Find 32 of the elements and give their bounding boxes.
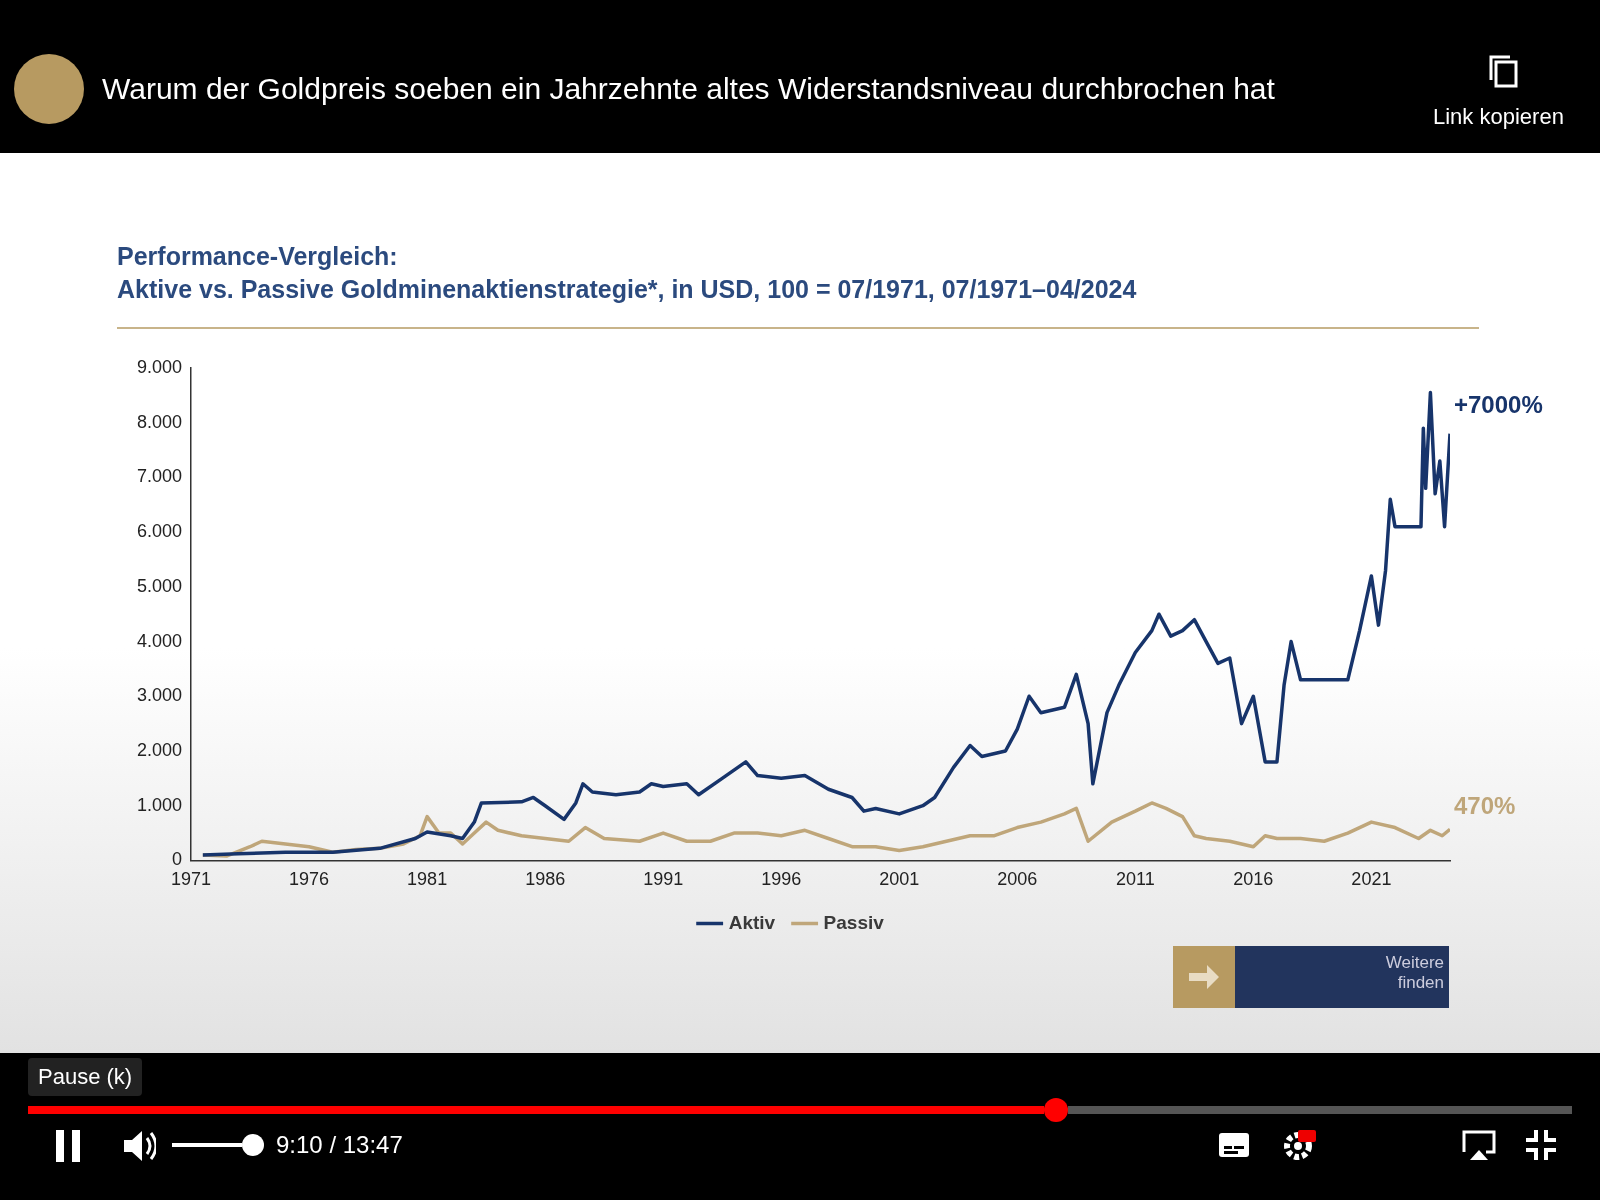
y-tick-label: 4.000 xyxy=(137,630,183,651)
text: 9:10 / 13:47 xyxy=(276,1131,403,1159)
text: Link kopieren xyxy=(1433,104,1564,130)
chart-subtitle: Aktive vs. Passive Goldminenaktienstrategie*, in USD, 100 = 07/1971, 07/1971–04/2024 xyxy=(117,275,1137,303)
y-tick-label: 2.000 xyxy=(137,739,183,760)
y-tick-label: 9.000 xyxy=(137,356,183,377)
text: 470% xyxy=(1454,791,1516,819)
y-tick-label: 3.000 xyxy=(137,685,183,706)
y-tick-label: 7.000 xyxy=(137,466,183,487)
x-tick-label: 1976 xyxy=(289,869,330,890)
x-tick-label: 2001 xyxy=(879,869,920,890)
y-tick-label: 1.000 xyxy=(137,794,183,815)
x-tick-label: 2011 xyxy=(1115,869,1155,890)
text: +7000% xyxy=(1454,391,1543,419)
x-tick-label: 1971 xyxy=(171,869,212,890)
y-tick-label: 6.000 xyxy=(137,521,183,542)
legend-label: Aktiv xyxy=(728,911,776,933)
x-tick-label: 1986 xyxy=(525,869,566,890)
text: Weitere finden xyxy=(1384,953,1444,993)
y-tick-label: 8.000 xyxy=(137,411,183,432)
x-tick-label: 1981 xyxy=(407,869,448,890)
legend-label: Passiv xyxy=(823,911,885,933)
chart-title: Performance-Vergleich: xyxy=(117,242,398,270)
x-tick-label: 1996 xyxy=(761,869,802,890)
text: Pause (k) xyxy=(28,1058,143,1096)
x-tick-label: 2016 xyxy=(1233,869,1274,890)
x-tick-label: 1991 xyxy=(643,869,684,890)
x-tick-label: 2021 xyxy=(1351,869,1392,890)
y-tick-label: 5.000 xyxy=(137,575,183,596)
x-tick-label: 2006 xyxy=(997,869,1038,890)
text: Warum der Goldpreis soeben ein Jahrzehnte altes Widerstandsniveau durchbrochen hat xyxy=(102,72,1275,106)
y-tick-label: 0 xyxy=(172,849,183,870)
